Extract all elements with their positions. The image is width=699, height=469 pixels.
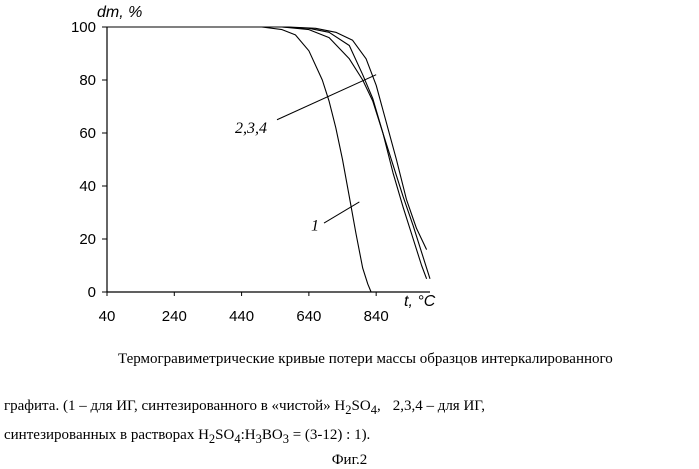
- annotation-1-leader: [323, 201, 360, 224]
- subscript: 3: [282, 432, 289, 446]
- annotation-234-label: 2,3,4: [235, 120, 267, 137]
- caption-text: 2,3,4 – для ИГ,: [392, 398, 486, 414]
- x-tick-label: 440: [229, 308, 254, 325]
- series-line-2: [107, 26, 428, 279]
- y-axis-label: dm, %: [97, 4, 142, 21]
- x-tick-label: 240: [162, 308, 187, 325]
- x-tick-label: 640: [296, 308, 321, 325]
- subscript: 3: [255, 432, 262, 446]
- y-tick-label: 40: [79, 178, 96, 195]
- caption-text: SO: [351, 398, 371, 414]
- caption-text: синтезированных в растворах H: [4, 427, 209, 443]
- x-axis-label: t, °C: [404, 293, 436, 310]
- caption-text: ,: [376, 398, 381, 414]
- caption-line-1: Термогравиметрические кривые потери масс…: [118, 351, 698, 368]
- subscript: 4: [370, 403, 377, 417]
- x-tick-label: 840: [364, 308, 389, 325]
- y-tick-label: 0: [88, 284, 96, 301]
- caption-text: = (3-12) : 1).: [288, 427, 371, 443]
- series-line-1: [107, 26, 430, 293]
- series-lines: [107, 26, 431, 293]
- series-line-3: [107, 26, 431, 279]
- caption-text: Термогравиметрические кривые потери масс…: [118, 351, 613, 367]
- y-tick-label: 60: [79, 125, 96, 142]
- y-tick-label: 80: [79, 72, 96, 89]
- annotations: 1 2,3,4: [235, 74, 377, 234]
- caption-text: BO: [261, 427, 283, 443]
- subscript: 2: [345, 403, 352, 417]
- caption-text: графита. (1 – для ИГ, синтезированного в…: [4, 398, 346, 414]
- series-line-4: [107, 26, 428, 250]
- caption-text: SO: [215, 427, 235, 443]
- caption-line-3: синтезированных в растворах H2SO4:H3BO3 …: [4, 427, 694, 447]
- y-tick-label: 100: [71, 19, 96, 36]
- caption-text: :H: [240, 427, 256, 443]
- subscript: 4: [234, 432, 241, 446]
- caption-line-2: графита. (1 – для ИГ, синтезированного в…: [4, 398, 694, 418]
- x-tick-label: 40: [99, 308, 116, 325]
- figure-label: Фиг.2: [0, 452, 699, 469]
- y-tick-label: 20: [79, 231, 96, 248]
- axes: [106, 27, 430, 293]
- figure-label-text: Фиг.2: [331, 452, 368, 468]
- annotation-234-leader: [276, 74, 377, 121]
- subscript: 2: [208, 432, 216, 446]
- ticks: 0 20 40 60 80 100 40 240 440 640 840: [71, 19, 389, 325]
- annotation-1-label: 1: [311, 217, 319, 234]
